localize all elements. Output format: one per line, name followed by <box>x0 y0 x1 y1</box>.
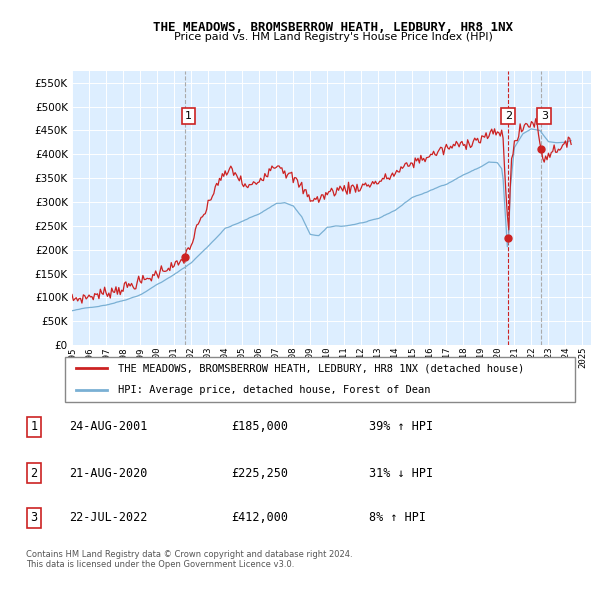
Text: 2: 2 <box>31 467 37 480</box>
Text: Contains HM Land Registry data © Crown copyright and database right 2024.
This d: Contains HM Land Registry data © Crown c… <box>26 550 353 569</box>
Text: THE MEADOWS, BROMSBERROW HEATH, LEDBURY, HR8 1NX (detached house): THE MEADOWS, BROMSBERROW HEATH, LEDBURY,… <box>118 363 524 373</box>
Text: Price paid vs. HM Land Registry's House Price Index (HPI): Price paid vs. HM Land Registry's House … <box>173 32 493 42</box>
Text: 3: 3 <box>541 111 548 121</box>
Text: 3: 3 <box>31 512 37 525</box>
Text: £185,000: £185,000 <box>231 421 288 434</box>
Text: 1: 1 <box>31 421 37 434</box>
Text: 24-AUG-2001: 24-AUG-2001 <box>70 421 148 434</box>
Text: 31% ↓ HPI: 31% ↓ HPI <box>369 467 433 480</box>
Text: 39% ↑ HPI: 39% ↑ HPI <box>369 421 433 434</box>
Text: 21-AUG-2020: 21-AUG-2020 <box>70 467 148 480</box>
Text: THE MEADOWS, BROMSBERROW HEATH, LEDBURY, HR8 1NX: THE MEADOWS, BROMSBERROW HEATH, LEDBURY,… <box>153 21 513 34</box>
Text: 1: 1 <box>185 111 192 121</box>
FancyBboxPatch shape <box>65 356 575 402</box>
Text: £225,250: £225,250 <box>231 467 288 480</box>
Text: 22-JUL-2022: 22-JUL-2022 <box>70 512 148 525</box>
Text: 2: 2 <box>505 111 512 121</box>
Text: 8% ↑ HPI: 8% ↑ HPI <box>369 512 426 525</box>
Text: £412,000: £412,000 <box>231 512 288 525</box>
Text: HPI: Average price, detached house, Forest of Dean: HPI: Average price, detached house, Fore… <box>118 385 430 395</box>
